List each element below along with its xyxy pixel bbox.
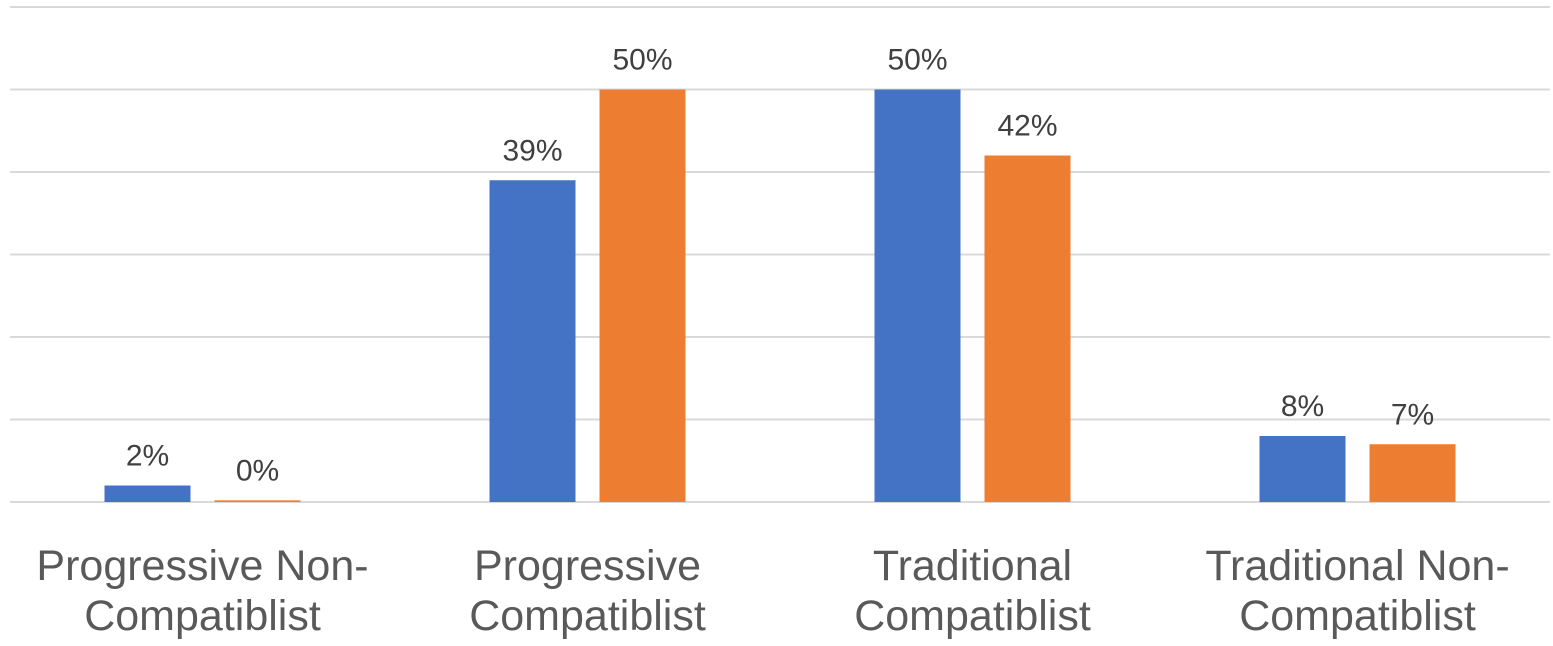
category-label-3-line-2: Compatiblist: [854, 592, 1091, 640]
data-label-s2-c4: 7%: [1391, 398, 1434, 431]
bar-s2-c4: [1369, 444, 1456, 502]
category-label-3-line-1: Traditional: [873, 542, 1072, 590]
data-label-s1-c3: 50%: [887, 44, 947, 77]
category-label-1-line-1: Progressive Non-: [36, 542, 368, 590]
bar-s1-c1: [104, 485, 191, 502]
category-label-4-line-2: Compatiblist: [1239, 592, 1476, 640]
data-labels: 2% 0% 39% 50% 50% 42% 8% 7%: [126, 44, 1434, 488]
category-label-1-line-2: Compatiblist: [84, 592, 321, 640]
bars: [104, 89, 1456, 502]
data-label-s2-c3: 42%: [997, 110, 1057, 143]
bar-s2-c2: [599, 89, 686, 502]
data-label-s1-c2: 39%: [502, 134, 562, 167]
bar-s2-c1: [214, 500, 301, 502]
category-label-2-line-1: Progressive: [474, 542, 701, 590]
category-labels: Progressive Non-CompatiblistProgressiveC…: [36, 542, 1509, 640]
bar-s1-c2: [489, 180, 576, 502]
data-label-s2-c2: 50%: [612, 44, 672, 77]
data-label-s1-c1: 2%: [126, 440, 169, 473]
bar-s1-c3: [874, 89, 961, 502]
bar-s2-c3: [984, 155, 1071, 502]
category-label-2-line-2: Compatiblist: [469, 592, 706, 640]
gridlines: [10, 6, 1550, 503]
data-label-s1-c4: 8%: [1281, 390, 1324, 423]
bar-s1-c4: [1259, 436, 1346, 502]
category-label-4-line-1: Traditional Non-: [1205, 542, 1509, 590]
data-label-s2-c1: 0%: [236, 454, 279, 487]
